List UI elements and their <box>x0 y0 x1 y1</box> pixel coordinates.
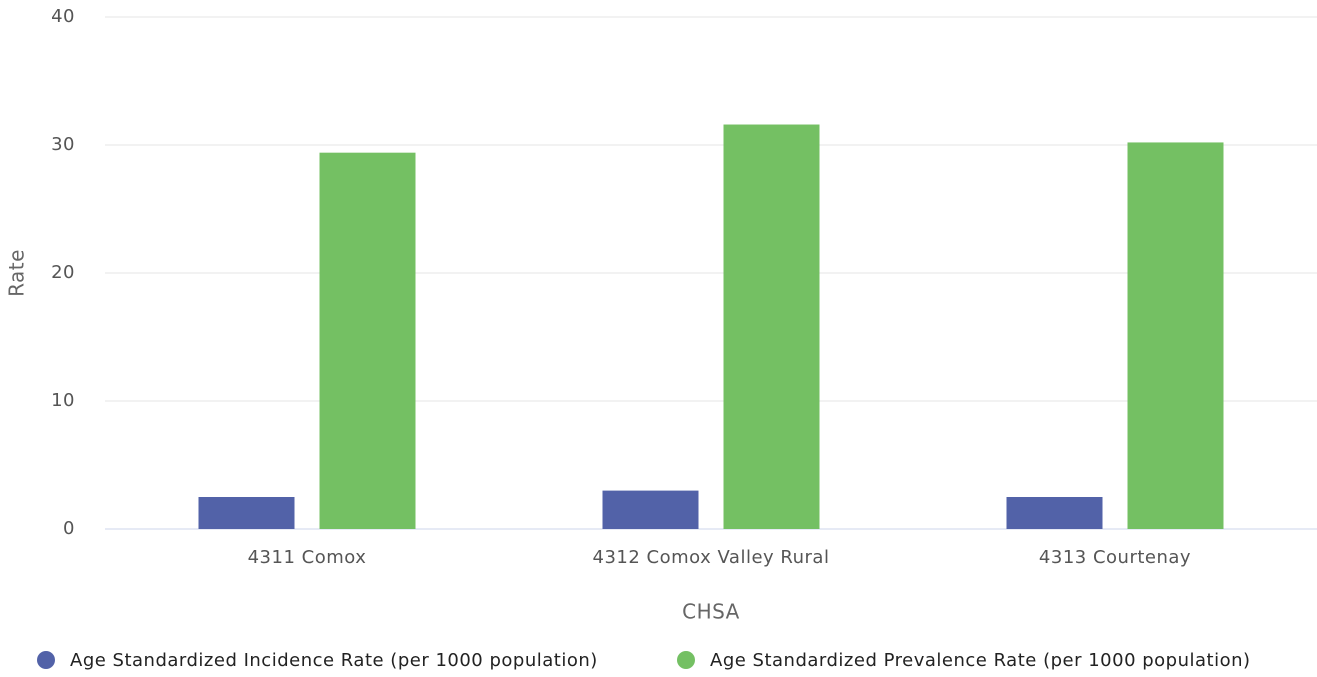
bar <box>319 152 416 529</box>
legend-text: Age Standardized Incidence Rate (per 100… <box>70 650 598 671</box>
y-tick-label: 20 <box>51 262 75 283</box>
x-axis-title: CHSA <box>682 600 740 624</box>
bar <box>1006 497 1103 529</box>
x-tick-label: 4311 Comox <box>248 547 367 568</box>
legend-marker <box>37 651 55 669</box>
y-axis-title: Rate <box>5 249 29 297</box>
x-tick-label: 4312 Comox Valley Rural <box>593 547 830 568</box>
bar <box>1127 142 1224 529</box>
y-tick-label: 10 <box>51 390 75 411</box>
y-tick-label: 0 <box>63 518 75 539</box>
bar <box>198 497 295 529</box>
y-tick-label: 40 <box>51 6 75 27</box>
legend-marker <box>677 651 695 669</box>
x-tick-label: 4313 Courtenay <box>1039 547 1191 568</box>
y-tick-label: 30 <box>51 134 75 155</box>
legend-text: Age Standardized Prevalence Rate (per 10… <box>710 650 1251 671</box>
bar <box>602 490 699 529</box>
bar <box>723 124 820 530</box>
